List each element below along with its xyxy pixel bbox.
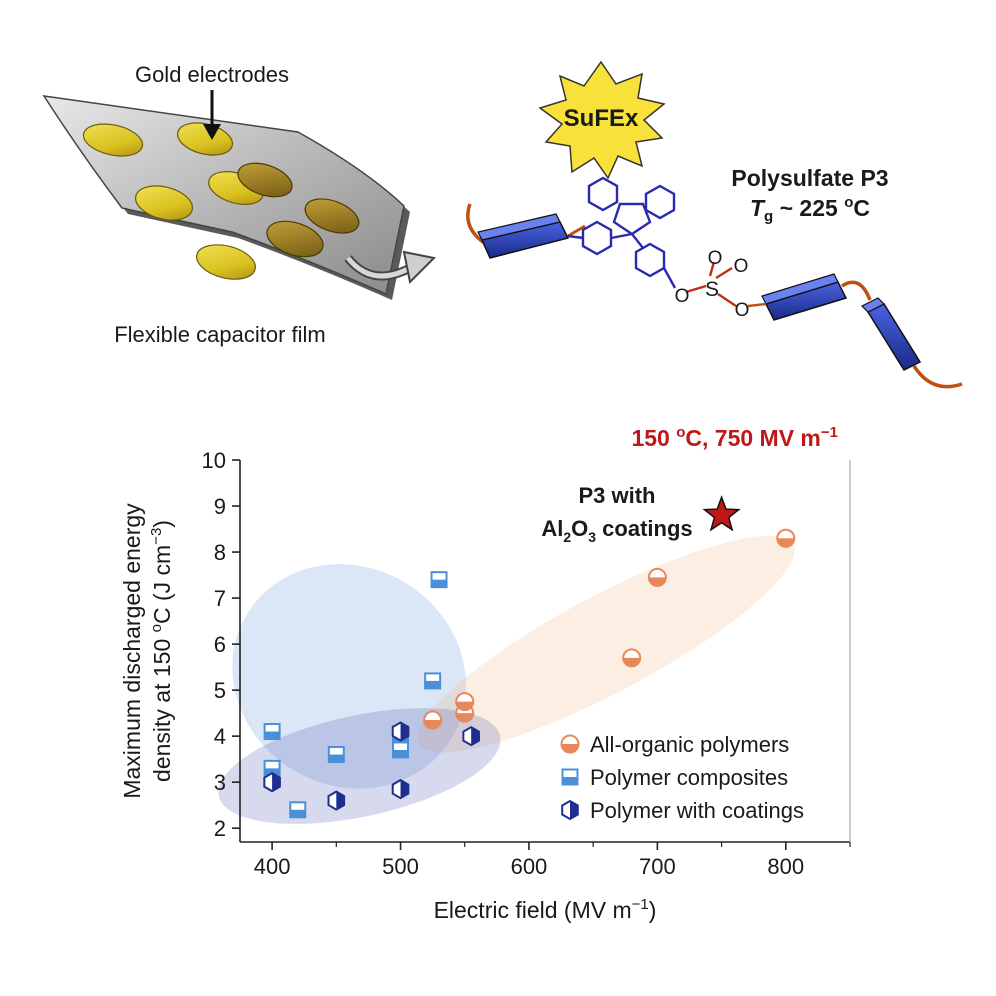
x-axis-label: Electric field (MV m−1) (434, 896, 657, 923)
polymer-block (478, 214, 568, 258)
film-label: Flexible capacitor film (114, 322, 326, 347)
data-point (463, 727, 479, 745)
oxygen-atom: O (708, 248, 723, 269)
tg-label: Tg ~ 225 oC (750, 194, 870, 225)
sulfur-atom: S (705, 278, 719, 301)
polymer-block (862, 298, 920, 370)
x-tick-label: 400 (254, 854, 291, 879)
annotation-line2: Al2O3 coatings (541, 516, 692, 545)
legend: All-organic polymers Polymer composites Po… (562, 732, 804, 823)
y-axis-label-line1: Maximum discharged energy (119, 503, 145, 799)
data-point (425, 673, 440, 688)
legend-marker (562, 736, 579, 753)
sulfate-group: O S O O O (675, 248, 766, 321)
oxygen-atom: O (675, 286, 690, 307)
cyclopentane-ring (614, 204, 650, 234)
data-point (329, 792, 345, 810)
sufex-label: SuFEx (564, 105, 639, 132)
top-panel: Gold electrodes Flexible capacitor film … (44, 62, 962, 387)
data-point (456, 693, 473, 710)
polymer-structure: O S O O O (468, 178, 962, 387)
y-tick-label: 10 (202, 448, 226, 473)
polymer-name: Polysulfate P3 (731, 165, 888, 191)
cluster-ellipses (190, 502, 816, 846)
y-tick-label: 7 (214, 586, 226, 611)
legend-label: All-organic polymers (590, 732, 789, 757)
electrode-label: Gold electrodes (135, 62, 289, 87)
y-tick-label: 9 (214, 494, 226, 519)
benzene-ring (589, 178, 617, 210)
data-point (649, 569, 666, 586)
data-point (265, 724, 280, 739)
data-point (623, 649, 640, 666)
star-point (704, 497, 738, 530)
y-tick-label: 4 (214, 724, 226, 749)
data-point (424, 712, 441, 729)
data-point (432, 572, 447, 587)
benzene-ring (646, 186, 674, 218)
sufex-burst: SuFEx (540, 62, 664, 178)
electrode (193, 239, 259, 285)
x-tick-label: 500 (382, 854, 419, 879)
polymer-block (762, 274, 846, 320)
data-point (329, 747, 344, 762)
polymer-chain (914, 366, 962, 387)
data-point (393, 780, 409, 798)
benzene-ring (636, 244, 664, 276)
annotation-line1: P3 with (578, 483, 655, 508)
y-tick-label: 8 (214, 540, 226, 565)
x-tick-label: 700 (639, 854, 676, 879)
benzene-ring (583, 222, 611, 254)
chart-title: 150 oC, 750 MV m−1 (631, 424, 838, 451)
legend-label: Polymer with coatings (590, 798, 804, 823)
data-point (393, 723, 409, 741)
legend-label: Polymer composites (590, 765, 788, 790)
y-axis-label-line2: density at 150 oC (J cm−3) (148, 520, 175, 782)
y-tick-label: 5 (214, 678, 226, 703)
y-tick-label: 6 (214, 632, 226, 657)
oxygen-atom: O (735, 300, 750, 321)
x-tick-label: 600 (511, 854, 548, 879)
data-point (777, 530, 794, 547)
oxygen-atom: O (734, 256, 749, 277)
y-tick-label: 2 (214, 816, 226, 841)
chart: 400 500 600 700 800 2 3 4 5 6 7 8 9 10 150 oC, 750 MV… (119, 424, 850, 923)
data-point (264, 773, 280, 791)
y-axis-label: Maximum discharged energy density at 150… (119, 503, 175, 799)
data-point (290, 802, 305, 817)
legend-marker (563, 770, 578, 785)
data-point (393, 742, 408, 757)
legend-marker (562, 801, 578, 819)
x-tick-label: 800 (767, 854, 804, 879)
y-tick-label: 3 (214, 770, 226, 795)
